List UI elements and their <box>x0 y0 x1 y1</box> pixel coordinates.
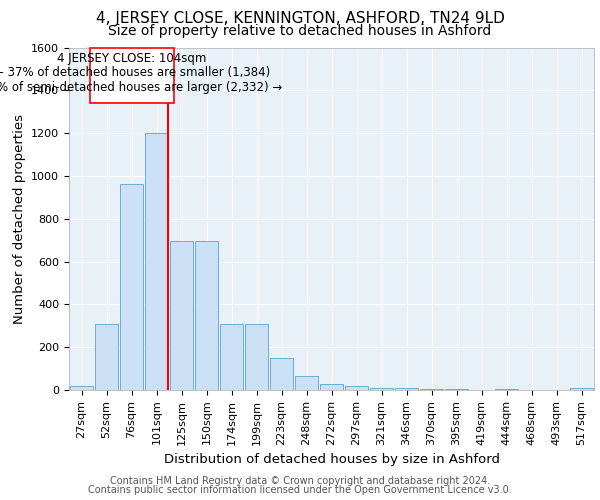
Bar <box>395 388 418 390</box>
Text: 4, JERSEY CLOSE, KENNINGTON, ASHFORD, TN24 9LD: 4, JERSEY CLOSE, KENNINGTON, ASHFORD, TN… <box>95 12 505 26</box>
Bar <box>95 324 118 390</box>
Y-axis label: Number of detached properties: Number of detached properties <box>13 114 26 324</box>
Text: 4 JERSEY CLOSE: 104sqm: 4 JERSEY CLOSE: 104sqm <box>58 52 207 65</box>
Text: 62% of semi-detached houses are larger (2,332) →: 62% of semi-detached houses are larger (… <box>0 81 282 94</box>
FancyBboxPatch shape <box>90 48 174 103</box>
Bar <box>170 241 193 390</box>
Bar <box>345 386 368 390</box>
Text: Contains public sector information licensed under the Open Government Licence v3: Contains public sector information licen… <box>88 485 512 495</box>
Text: ← 37% of detached houses are smaller (1,384): ← 37% of detached houses are smaller (1,… <box>0 66 270 80</box>
Bar <box>245 324 268 390</box>
Text: Size of property relative to detached houses in Ashford: Size of property relative to detached ho… <box>109 24 491 38</box>
Bar <box>270 358 293 390</box>
Text: Contains HM Land Registry data © Crown copyright and database right 2024.: Contains HM Land Registry data © Crown c… <box>110 476 490 486</box>
Bar <box>295 376 318 390</box>
Bar <box>420 389 443 390</box>
Bar <box>570 388 593 390</box>
Bar <box>145 133 168 390</box>
Bar <box>70 386 93 390</box>
Bar <box>445 389 468 390</box>
Bar <box>120 184 143 390</box>
Bar <box>195 241 218 390</box>
Bar <box>370 388 393 390</box>
X-axis label: Distribution of detached houses by size in Ashford: Distribution of detached houses by size … <box>163 453 499 466</box>
Bar <box>220 324 243 390</box>
Bar <box>320 384 343 390</box>
